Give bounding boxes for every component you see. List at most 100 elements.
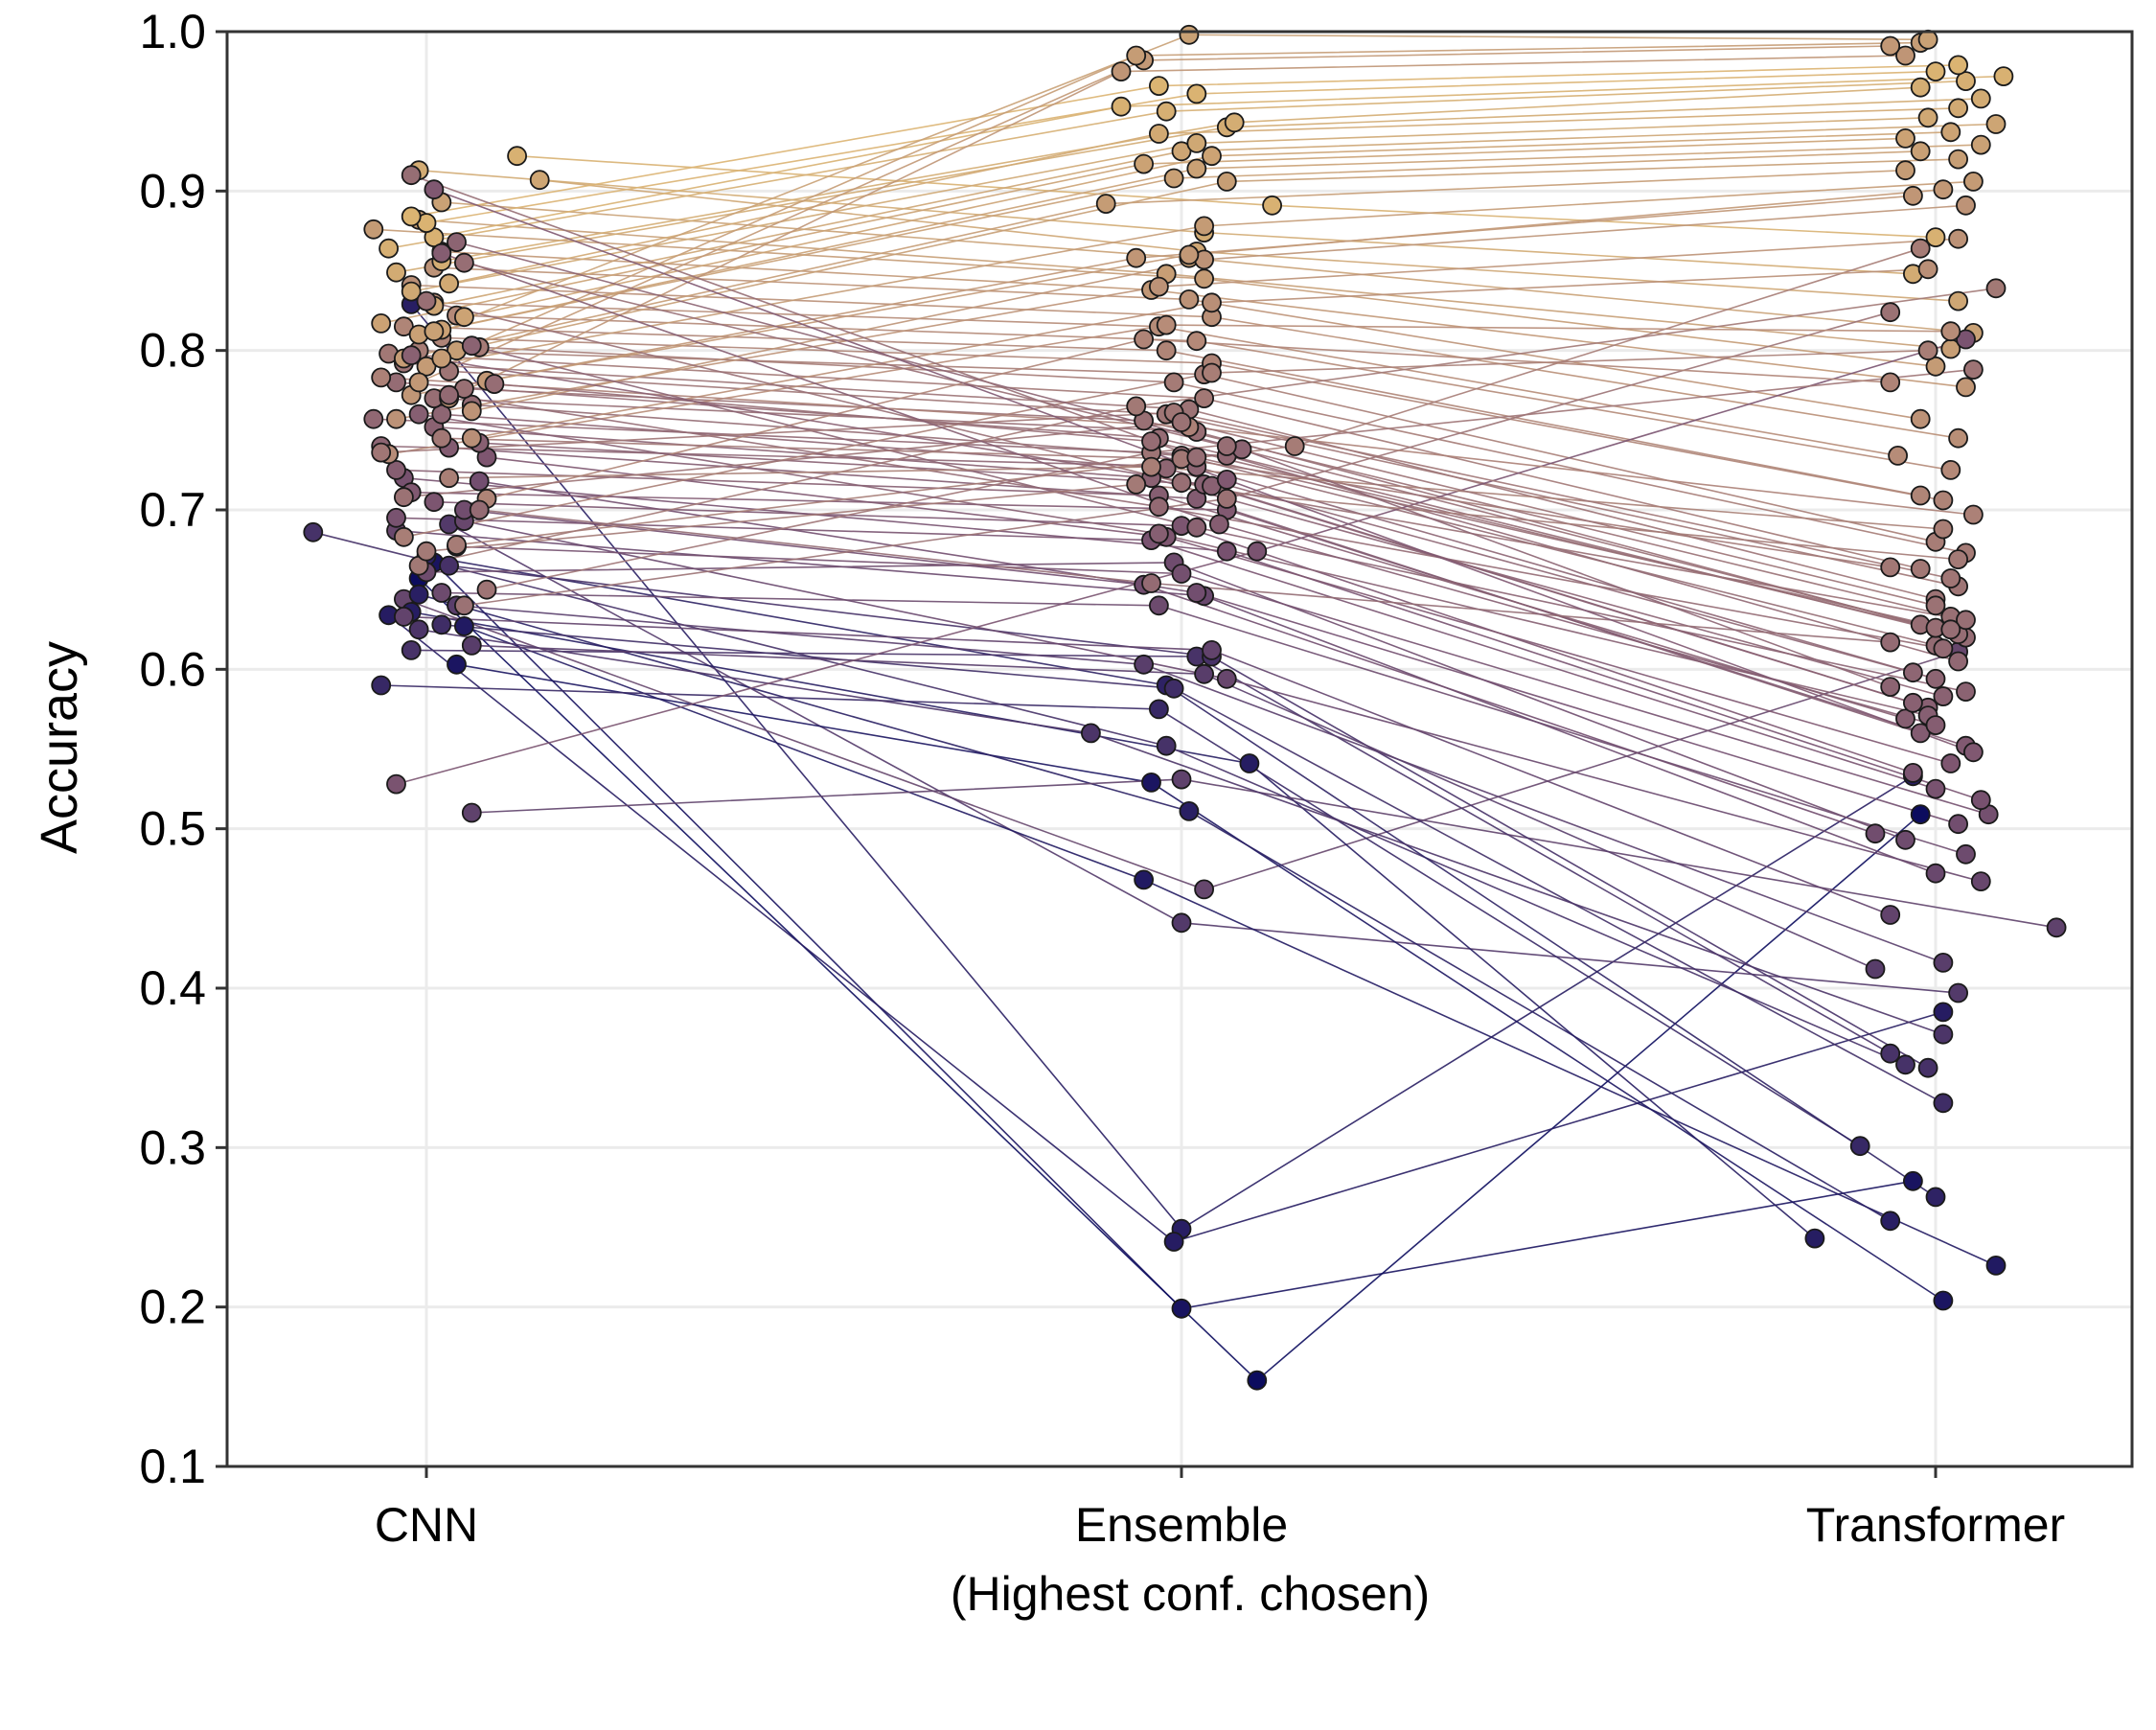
- data-point: [1956, 843, 1976, 865]
- data-point: [439, 468, 460, 489]
- data-point: [1186, 583, 1207, 603]
- data-point: [371, 675, 392, 696]
- data-point: [1141, 431, 1161, 451]
- data-point: [408, 619, 429, 640]
- data-point: [1903, 763, 1923, 783]
- data-point: [1880, 302, 1901, 323]
- data-point: [1948, 290, 1968, 311]
- data-point: [439, 384, 460, 405]
- y-tick-label: 0.9: [139, 164, 206, 218]
- data-point: [1163, 1232, 1184, 1252]
- data-point: [484, 374, 505, 395]
- data-point: [461, 335, 482, 357]
- data-point: [1925, 227, 1946, 248]
- data-point: [408, 372, 429, 393]
- data-point: [1880, 632, 1901, 653]
- data-point: [1202, 146, 1222, 167]
- data-point: [1910, 559, 1931, 579]
- data-point: [1239, 753, 1260, 773]
- data-point: [1149, 276, 1169, 297]
- x-tick-label-line2: (Highest conf. chosen): [951, 1567, 1430, 1621]
- data-point: [1933, 1024, 1954, 1045]
- data-point: [1962, 171, 1984, 192]
- data-point: [371, 367, 392, 388]
- data-point: [1202, 362, 1222, 383]
- data-point: [401, 165, 422, 186]
- data-point: [1880, 1211, 1901, 1232]
- data-point: [416, 356, 437, 377]
- data-point: [1910, 485, 1931, 506]
- data-point: [1895, 1054, 1915, 1075]
- data-point: [1224, 112, 1245, 133]
- data-point: [1948, 982, 1968, 1003]
- y-tick-label: 0.2: [139, 1280, 206, 1334]
- data-point: [453, 616, 474, 636]
- y-tick-label: 0.8: [139, 324, 206, 378]
- data-point: [439, 273, 460, 294]
- data-point: [386, 459, 406, 480]
- data-point: [416, 290, 437, 311]
- data-point: [1284, 436, 1305, 456]
- data-point: [363, 219, 384, 240]
- data-point: [1194, 663, 1214, 684]
- data-point: [447, 232, 467, 253]
- data-point: [1804, 1228, 1825, 1249]
- data-point: [1910, 238, 1931, 259]
- data-point: [1141, 456, 1161, 477]
- data-point: [1171, 912, 1192, 934]
- data-point: [1126, 473, 1147, 495]
- data-point: [461, 427, 482, 449]
- data-point: [431, 614, 452, 635]
- data-point: [1940, 122, 1961, 143]
- data-point: [408, 584, 429, 605]
- data-point: [1194, 388, 1214, 409]
- data-point: [1149, 496, 1169, 518]
- series-points-layer: [303, 24, 2067, 1391]
- plot-panel: [227, 32, 2132, 1466]
- data-point: [1186, 331, 1207, 352]
- data-point: [1933, 490, 1954, 511]
- data-point: [1081, 723, 1101, 744]
- data-point: [1903, 185, 1923, 206]
- data-point: [1933, 179, 1954, 200]
- data-point: [1903, 692, 1923, 713]
- data-point: [476, 579, 497, 600]
- data-point: [2046, 917, 2067, 938]
- data-point: [431, 427, 452, 449]
- data-point: [1962, 742, 1984, 763]
- data-point: [1194, 216, 1214, 237]
- data-point: [1247, 1370, 1268, 1391]
- data-point: [1956, 681, 1976, 702]
- data-point: [1134, 153, 1154, 174]
- data-point: [1956, 610, 1976, 631]
- data-point: [431, 583, 452, 603]
- data-point: [1948, 149, 1968, 170]
- data-point: [1186, 517, 1207, 538]
- data-point: [1202, 292, 1222, 313]
- data-point: [431, 404, 452, 425]
- data-point: [447, 535, 467, 555]
- data-point: [1925, 595, 1946, 616]
- data-point: [1156, 340, 1177, 361]
- data-point: [1933, 953, 1954, 973]
- data-point: [386, 408, 406, 429]
- data-point: [1917, 340, 1938, 361]
- data-point: [507, 146, 527, 167]
- data-point: [1962, 359, 1984, 381]
- data-point: [1895, 127, 1915, 149]
- data-point: [1933, 1093, 1954, 1114]
- data-point: [1903, 1170, 1923, 1191]
- data-point: [1179, 244, 1200, 265]
- data-point: [386, 262, 406, 283]
- data-point: [1216, 541, 1237, 562]
- data-point: [1880, 1043, 1901, 1064]
- data-point: [1156, 314, 1177, 335]
- data-point: [1940, 619, 1961, 640]
- data-point: [1910, 723, 1931, 744]
- data-point: [1134, 869, 1154, 890]
- data-point: [431, 348, 452, 369]
- data-point: [1163, 678, 1184, 699]
- data-point: [439, 555, 460, 576]
- data-point: [1186, 158, 1207, 179]
- data-point: [453, 595, 474, 616]
